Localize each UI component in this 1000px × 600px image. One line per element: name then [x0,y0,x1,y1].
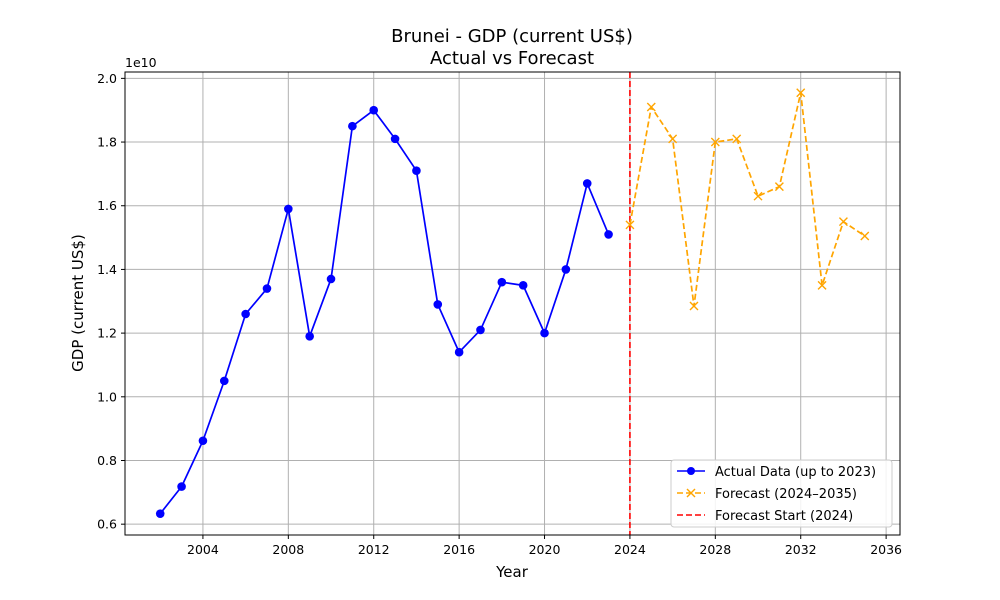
x-tick-label: 2008 [272,542,304,557]
data-point-stroke [774,182,784,192]
data-point [518,281,528,290]
x-axis-label: Year [495,563,529,581]
series-layer [155,88,870,518]
y-tick-label: 1.8 [97,135,117,150]
data-point-stroke [668,134,678,144]
data-point [732,134,742,144]
legend-box [670,459,893,528]
data-point [326,274,336,284]
data-point-stroke [817,280,827,290]
data-point-stroke [625,220,635,230]
data-point [774,182,784,192]
data-point [454,347,464,357]
data-point [241,309,250,319]
series-forecast [625,88,870,311]
data-point [412,166,421,176]
x-axis-ticks: 2004 2008 2012 2016 2020 2024 2028 2032 2036 [187,535,902,557]
data-point [817,280,827,290]
plot-area-frame [124,71,901,536]
x-tick-label: 2004 [187,542,219,557]
series-actual [155,105,613,518]
data-point-stroke [838,217,848,227]
data-point [753,191,763,201]
data-point [262,284,272,293]
x-tick-label: 2016 [443,542,475,557]
y-tick-label: 1.0 [97,389,117,404]
data-point [668,134,678,144]
series-line [159,109,610,515]
x-tick-label: 2032 [785,542,817,557]
y-scale-label: 1e10 [125,55,157,70]
data-point [646,102,656,112]
series-line [629,91,866,307]
data-point [838,217,848,227]
legend-forecast-label: Forecast (2024–2035) [715,487,857,502]
data-point [561,265,571,274]
data-point [582,179,592,188]
data-point [219,376,229,386]
x-tick-label: 2024 [614,542,646,557]
x-tick-label: 2012 [358,542,390,557]
data-point [540,328,549,338]
data-point [155,509,165,518]
y-tick-label: 2.0 [97,71,117,86]
data-point-stroke [732,134,742,144]
legend-forecast-marker [686,488,696,498]
data-point [390,134,400,144]
y-tick-label: 0.6 [97,517,117,532]
data-point-stroke [646,102,656,112]
data-point [348,121,357,131]
y-tick-label: 1.4 [97,262,117,277]
y-tick-label: 0.8 [97,453,117,468]
legend-forecast-start-label: Forecast Start (2024) [715,509,853,524]
chart-title: Brunei - GDP (current US$) [391,26,633,47]
data-point [476,325,485,335]
data-point [177,482,186,491]
data-point [860,231,870,241]
legend-actual-label: Actual Data (up to 2023) [715,465,876,480]
data-point-stroke [710,137,720,147]
data-point [796,88,806,98]
data-point [198,436,208,446]
x-tick-label: 2020 [529,542,561,557]
legend: Actual Data (up to 2023) Forecast (2024–… [670,459,893,528]
data-point [604,230,613,239]
data-point [305,331,314,341]
data-point-stroke [860,231,870,241]
data-point-stroke [796,88,806,98]
y-tick-label: 1.2 [97,326,117,341]
data-point-stroke [689,301,699,311]
data-point [369,105,379,115]
y-axis-ticks: 0.6 0.8 1.0 1.2 1.4 1.6 1.8 2.0 [97,71,125,532]
data-point [497,277,507,287]
x-tick-label: 2036 [870,542,902,557]
data-point [710,137,720,147]
y-axis-label: GDP (current US$) [69,234,87,372]
data-point-stroke [753,191,763,201]
data-point [284,204,293,214]
chart-subtitle: Actual vs Forecast [430,48,594,69]
legend-actual-marker [687,467,695,475]
data-point [433,300,443,309]
data-point [689,301,699,311]
y-tick-label: 1.6 [97,198,117,213]
x-tick-label: 2028 [699,542,731,557]
data-point [625,220,635,230]
